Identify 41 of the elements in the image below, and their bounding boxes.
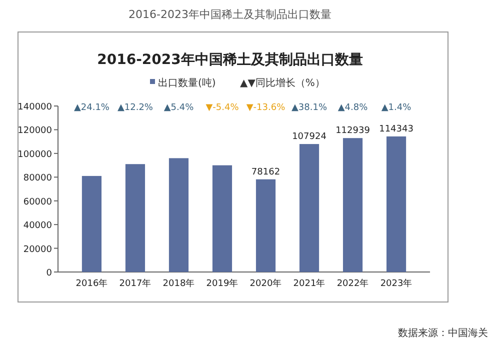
bar <box>299 144 320 272</box>
y-tick-label: 20000 <box>23 244 52 255</box>
annotation: ▼-13.6% <box>246 103 286 113</box>
y-tick-label: 120000 <box>18 126 52 136</box>
bar <box>342 138 363 272</box>
annotation: ▲38.1% <box>292 103 328 113</box>
data-label: 107924 <box>292 132 327 142</box>
annotation: ▲1.4% <box>381 103 412 113</box>
annotation: ▲4.8% <box>338 103 368 113</box>
legend-label: 出口数量(吨) <box>158 77 216 89</box>
bar <box>386 136 406 272</box>
bar <box>212 165 232 272</box>
y-tick-label: 60000 <box>23 197 52 208</box>
x-tick-label: 2017年 <box>119 278 152 289</box>
x-tick-label: 2016年 <box>76 278 108 289</box>
bar <box>125 164 146 272</box>
bar <box>168 158 189 272</box>
x-tick-label: 2018年 <box>162 278 195 289</box>
y-tick-label: 0 <box>46 268 52 278</box>
text: 2016-2023年中国稀土及其制品出口数量 <box>128 8 332 21</box>
y-tick-label: 40000 <box>23 221 52 232</box>
x-tick-label: 2022年 <box>336 278 369 289</box>
bar <box>82 176 102 272</box>
data-label: 114343 <box>379 124 414 134</box>
y-tick-label: 140000 <box>18 102 52 112</box>
text: ▲▼同比增长（%） <box>240 77 325 89</box>
y-tick-label: 80000 <box>23 174 52 184</box>
bar <box>256 179 276 272</box>
annotation: ▲12.2% <box>117 103 154 113</box>
annotation: ▲24.1% <box>74 103 110 113</box>
x-tick-label: 2023年 <box>380 278 412 289</box>
x-tick-label: 2019年 <box>206 278 238 289</box>
annotation: ▲5.4% <box>164 103 194 113</box>
chart-title: 2016-2023年中国稀土及其制品出口数量 <box>97 52 363 68</box>
annotation: ▼-5.4% <box>206 103 240 113</box>
data-label: 78162 <box>251 167 280 178</box>
x-tick-label: 2020年 <box>250 278 282 289</box>
data-label: 112939 <box>336 126 370 136</box>
y-tick-label: 100000 <box>18 150 52 160</box>
x-tick-label: 2021年 <box>293 278 326 289</box>
source-note: 数据来源：中国海关 <box>398 327 488 339</box>
